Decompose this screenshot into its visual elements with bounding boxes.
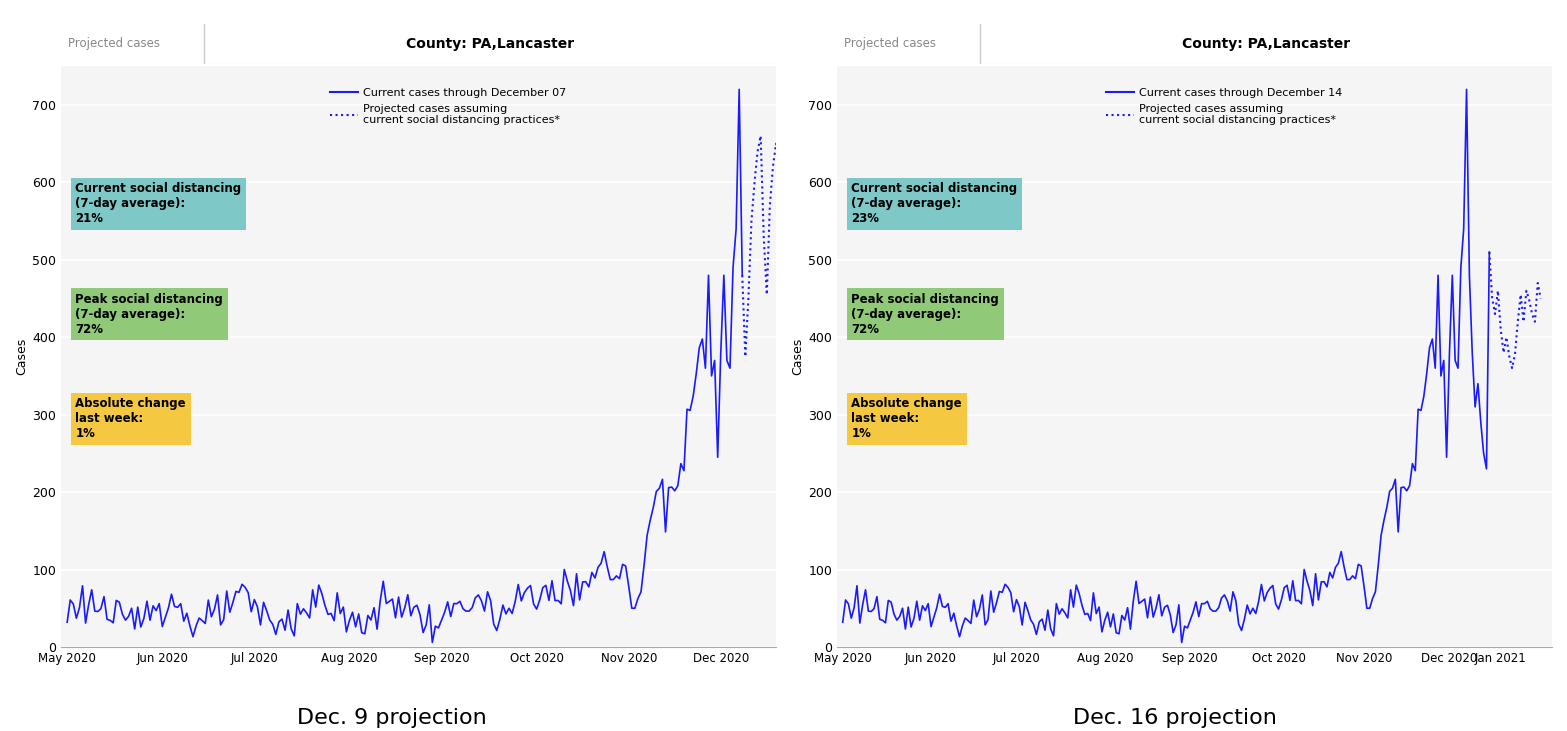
Text: County: PA,Lancaster: County: PA,Lancaster <box>406 37 574 51</box>
Text: County: PA,Lancaster: County: PA,Lancaster <box>1182 37 1351 51</box>
Text: Absolute change
last week:
1%: Absolute change last week: 1% <box>75 397 186 440</box>
Text: Projected cases: Projected cases <box>845 37 935 50</box>
Text: Dec. 9 projection: Dec. 9 projection <box>296 708 487 727</box>
Text: Current social distancing
(7-day average):
21%: Current social distancing (7-day average… <box>75 182 241 225</box>
Text: Peak social distancing
(7-day average):
72%: Peak social distancing (7-day average): … <box>851 292 1000 336</box>
Y-axis label: Cases: Cases <box>16 338 28 375</box>
Legend: Current cases through December 07, Projected cases assuming
current social dista: Current cases through December 07, Proje… <box>326 83 570 129</box>
Legend: Current cases through December 14, Projected cases assuming
current social dista: Current cases through December 14, Proje… <box>1102 83 1348 129</box>
Text: Current social distancing
(7-day average):
23%: Current social distancing (7-day average… <box>851 182 1017 225</box>
Text: Dec. 16 projection: Dec. 16 projection <box>1073 708 1277 727</box>
Text: Projected cases: Projected cases <box>69 37 160 50</box>
Text: Peak social distancing
(7-day average):
72%: Peak social distancing (7-day average): … <box>75 292 223 336</box>
Text: Absolute change
last week:
1%: Absolute change last week: 1% <box>851 397 962 440</box>
Y-axis label: Cases: Cases <box>791 338 804 375</box>
